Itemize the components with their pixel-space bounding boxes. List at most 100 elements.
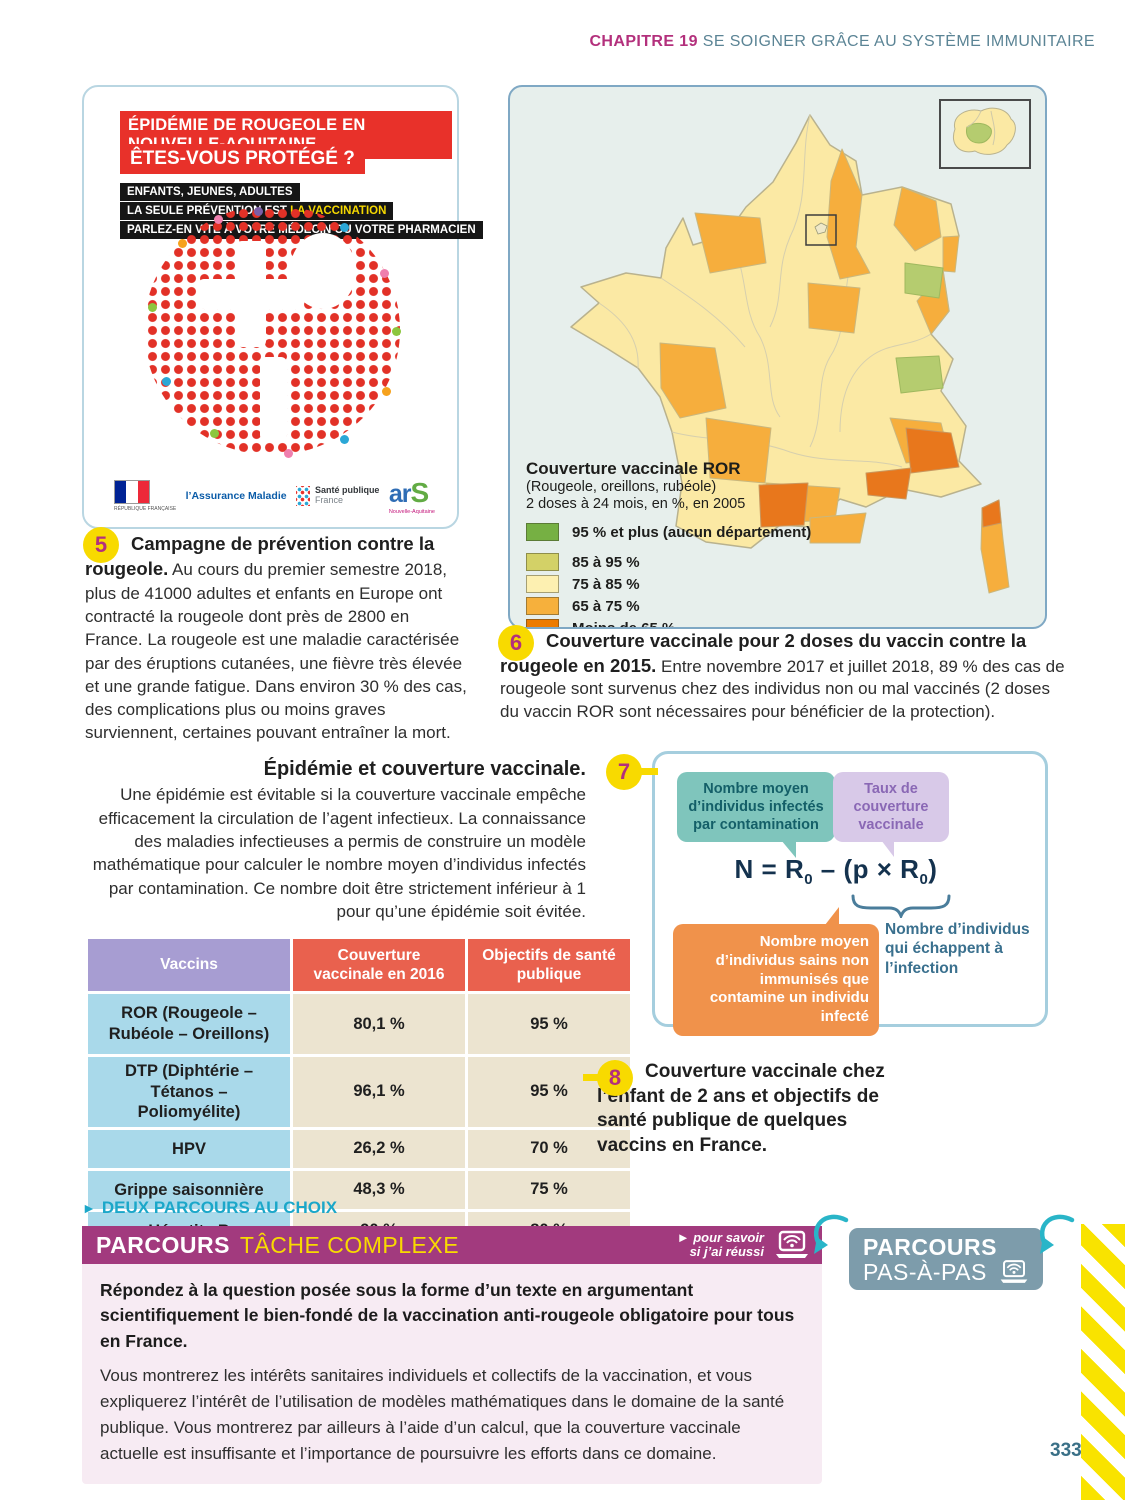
chapter-title: SE SOIGNER GRÂCE AU SYSTÈME IMMUNITAIRE <box>702 33 1095 50</box>
bubble-orange-tail <box>825 907 839 925</box>
table-cell: 96,1 % <box>293 1057 465 1127</box>
bubble-teal-tail <box>781 840 796 859</box>
banner-tache-label: TÂCHE COMPLEXE <box>239 1231 460 1258</box>
dot-circle-illustration <box>144 205 400 455</box>
table-cell: HPV <box>88 1129 290 1168</box>
banner-parcours-label: PARCOURS <box>96 1231 230 1258</box>
legend-label: 65 à 75 % <box>572 597 640 615</box>
legend-label: 95 % et plus (aucun département) <box>572 523 812 541</box>
know-line-1: ► pour savoir <box>676 1229 764 1245</box>
table-row: HPV 26,2 % 70 % <box>88 1129 630 1168</box>
doc5-number-badge: 5 <box>83 527 119 563</box>
ile-de-france-inset <box>939 99 1031 169</box>
chapter-label: CHAPITRE 19 <box>589 33 698 50</box>
two-paths-text: DEUX PARCOURS AU CHOIX <box>101 1198 338 1217</box>
france-vaccine-coverage-map: Couverture vaccinale ROR (Rougeole, orei… <box>508 85 1047 629</box>
curved-arrow-icon <box>813 1214 849 1254</box>
legend-row: 65 à 75 % <box>526 597 866 616</box>
map-legend: Couverture vaccinale ROR (Rougeole, orei… <box>526 459 866 629</box>
doc8-connector-line <box>583 1074 605 1081</box>
table-cell: ROR (Rougeole – Rubéole – Oreillons) <box>88 994 290 1054</box>
pas-box-parcours-label: PARCOURS <box>863 1234 997 1260</box>
table-cell: Grippe saisonnière <box>88 1170 290 1209</box>
table-cell: 70 % <box>468 1129 630 1168</box>
brace-label: Nombre d’individus qui échappent à l’inf… <box>885 921 1030 977</box>
epidemic-formula-panel: Nombre moyen d’individus infectés par co… <box>652 751 1048 1036</box>
spf-main: Santé publique <box>314 485 380 496</box>
legend-chip <box>526 553 559 572</box>
doc5-title: Campagne de prévention contre la rougeol… <box>85 533 435 580</box>
legend-items: 95 % et plus (aucun département) 85 à 95… <box>526 523 866 629</box>
table-header-coverage: Couverture vaccinale en 2016 <box>293 939 465 991</box>
legend-row: 85 à 95 % <box>526 553 866 572</box>
doc8-title: Couverture vaccinale chez l’enfant de 2 … <box>597 1061 885 1157</box>
yellow-stripe-band <box>1081 1224 1125 1500</box>
table-cell: 80,1 % <box>293 994 465 1054</box>
doc8-number-badge: 8 <box>597 1060 633 1096</box>
legend-label: 75 à 85 % <box>572 575 640 593</box>
poster-line-1: ENFANTS, JEUNES, ADULTES <box>120 183 300 201</box>
legend-chip <box>526 523 559 542</box>
bubble-purple-tail <box>881 840 894 858</box>
doc5-body: Au cours du premier semestre 2018, plus … <box>85 560 467 743</box>
table-cell: 48,3 % <box>293 1170 465 1209</box>
doc7-caption: Épidémie et couverture vaccinale. Une ép… <box>88 754 658 923</box>
legend-row: 95 % et plus (aucun département) <box>526 523 866 542</box>
paris-zoom-rect <box>805 214 837 246</box>
ars-text-green: S <box>410 477 430 508</box>
laptop-wifi-icon[interactable] <box>999 1259 1029 1285</box>
legend-label: Moins de 65 % <box>572 619 676 629</box>
white-stem <box>260 357 287 441</box>
pas-box-pas-label: PAS-À-PAS <box>863 1259 987 1286</box>
spf-sub: France <box>314 495 343 505</box>
task-instruction-body: Vous montrerez les intérêts sanitaires i… <box>100 1366 785 1463</box>
ars-text-blue: ar <box>388 480 412 508</box>
doc7-inner: Épidémie et couverture vaccinale. Une ép… <box>88 756 644 923</box>
legend-subtitle-1: (Rougeole, oreillons, rubéole) <box>526 478 717 495</box>
assurance-maladie-logo: l’Assurance Maladie <box>185 490 287 502</box>
doc7-number-badge: 7 <box>606 754 642 790</box>
two-paths-label: ► DEUX PARCOURS AU CHOIX <box>82 1198 337 1218</box>
doc7-body: Une épidémie est évitable si la couvertu… <box>92 785 586 921</box>
accent-dots <box>144 205 153 214</box>
sante-publique-france-logo: Santé publique France <box>295 485 380 506</box>
table-cell: DTP (Diphtérie – Tétanos – Poliomyélite) <box>88 1057 290 1127</box>
doc7-connector-line <box>632 768 658 775</box>
legend-title: Couverture vaccinale ROR <box>526 459 741 478</box>
table-row: DTP (Diphtérie – Tétanos – Poliomyélite)… <box>88 1057 630 1127</box>
legend-row: Moins de 65 % <box>526 619 866 629</box>
know-if-succeeded-link[interactable]: ► pour savoir si j’ai réussi <box>676 1229 764 1260</box>
flag-caption: RÉPUBLIQUE FRANÇAISE <box>114 506 177 512</box>
doc8-caption: 8 Couverture vaccinale chez l’enfant de … <box>583 1060 893 1159</box>
table-header-objectives: Objectifs de santé publique <box>468 939 630 991</box>
ars-logo: arS Nouvelle-Aquitaine <box>389 477 435 515</box>
legend-chip <box>526 597 559 616</box>
doc6-text: Couverture vaccinale pour 2 doses du vac… <box>500 629 1070 723</box>
french-flag-icon <box>114 480 150 504</box>
formula-equation: N = R0 – (p × R0) <box>734 854 938 889</box>
doc6-number-badge: 6 <box>498 625 534 661</box>
parcours-tache-complexe-banner: PARCOURS TÂCHE COMPLEXE ► pour savoir si … <box>82 1226 822 1264</box>
table-cell: 95 % <box>468 994 630 1054</box>
bubble-purple-text: Taux de couverture vaccinale <box>853 781 929 834</box>
white-blob <box>290 233 356 309</box>
spf-dots-icon <box>295 486 310 506</box>
table-cell: 75 % <box>468 1170 630 1209</box>
poster-banner-2: ÊTES-VOUS PROTÉGÉ ? <box>120 144 365 174</box>
table-row: Grippe saisonnière 48,3 % 75 % <box>88 1170 630 1209</box>
doc5-text: Campagne de prévention contre la rougeol… <box>85 531 469 745</box>
underbrace <box>851 894 951 918</box>
doc7-title: Épidémie et couverture vaccinale. <box>263 758 586 780</box>
table-cell: 26,2 % <box>293 1129 465 1168</box>
laptop-wifi-icon[interactable] <box>774 1230 810 1260</box>
spf-text: Santé publique France <box>314 485 380 506</box>
chapter-header: CHAPITRE 19 SE SOIGNER GRÂCE AU SYSTÈME … <box>589 33 1095 51</box>
curved-arrow-icon <box>1039 1214 1075 1254</box>
bubble-teal-text: Nombre moyen d’individus infectés par co… <box>688 781 824 834</box>
legend-label: 85 à 95 % <box>572 553 640 571</box>
legend-row: 75 à 85 % <box>526 575 866 594</box>
doc6-caption: 6 Couverture vaccinale pour 2 doses du v… <box>498 625 1070 723</box>
parcours-pas-a-pas-box[interactable]: PARCOURS PAS-À-PAS <box>849 1228 1043 1290</box>
bubble-infected-per-contamination: Nombre moyen d’individus infectés par co… <box>677 772 835 859</box>
